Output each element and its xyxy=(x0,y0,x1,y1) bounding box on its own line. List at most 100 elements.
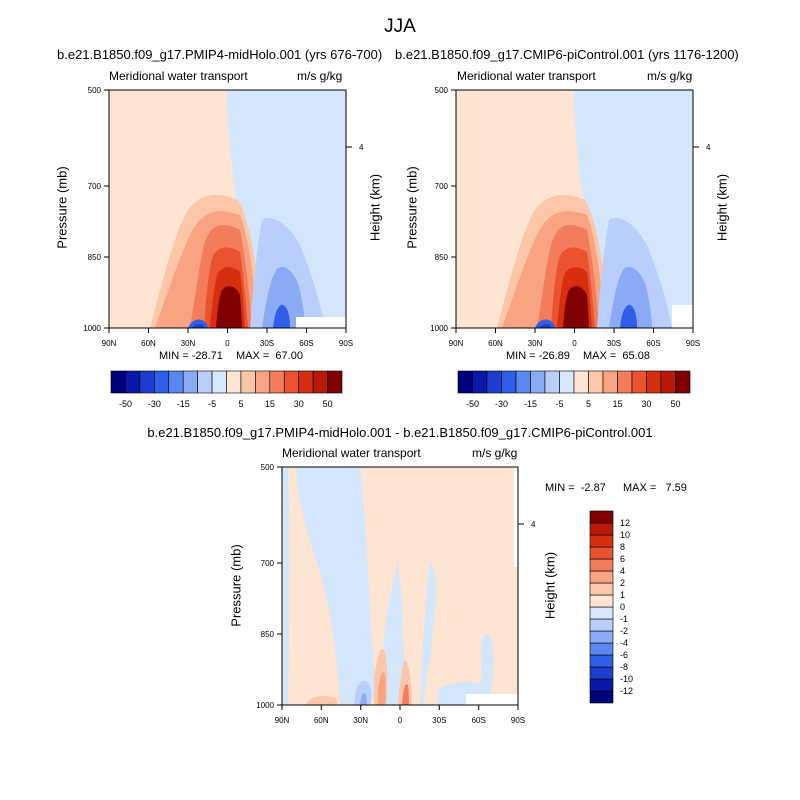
colorbar-swatch xyxy=(589,534,614,548)
colorbar-swatch xyxy=(589,630,614,644)
panel-1-xtick: 90N xyxy=(102,339,117,348)
colorbar-swatch xyxy=(269,370,285,394)
colorbar-swatch xyxy=(168,370,184,394)
panel-1-xtick: 90S xyxy=(339,339,353,348)
colorbar-diff-label: -6 xyxy=(620,650,628,660)
colorbar-swatch xyxy=(240,370,256,394)
colorbar-swatch xyxy=(589,546,614,560)
panel-diff-chart: 500 700 850 1000 4 90N 60N 30N 0 30S 60S… xyxy=(256,463,536,725)
colorbar-diff: 12 10 8 6 4 2 1 0 -1 -2 -4 -6 -8 -10 -12 xyxy=(589,510,633,704)
colorbar-swatch xyxy=(110,370,126,394)
colorbar-swatch xyxy=(589,582,614,596)
colorbar-2: -50 -30 -15 -5 5 15 30 50 xyxy=(457,370,691,409)
colorbar-swatch xyxy=(544,370,560,394)
panel-diff-xtick: 60N xyxy=(314,716,329,725)
colorbar-swatch xyxy=(589,690,614,704)
panel-diff-xtick: 60S xyxy=(472,716,486,725)
colorbar-1-label: 50 xyxy=(323,399,333,409)
colorbar-2-label: -5 xyxy=(555,399,563,409)
colorbar-swatch xyxy=(573,370,589,394)
panel-diff-min-label: MIN = -2.87 xyxy=(545,482,606,494)
colorbar-swatch xyxy=(154,370,170,394)
panel-1-ytick: 700 xyxy=(88,182,102,191)
colorbar-diff-label: -10 xyxy=(620,674,633,684)
colorbar-diff-label: -4 xyxy=(620,638,628,648)
colorbar-diff-label: 0 xyxy=(620,602,625,612)
main-title: JJA xyxy=(384,16,416,37)
colorbar-2-label: 5 xyxy=(586,399,591,409)
colorbar-2-label: -30 xyxy=(495,399,508,409)
colorbar-swatch xyxy=(312,370,328,394)
panel-1-xtick: 30N xyxy=(181,339,196,348)
colorbar-swatch xyxy=(486,370,502,394)
panel-1-xtick: 60N xyxy=(141,339,156,348)
panel-2-chart: 500 700 850 1000 4 90N 60N 30N 0 30S 60S… xyxy=(430,86,711,348)
colorbar-swatch xyxy=(327,370,343,394)
colorbar-2-label: -50 xyxy=(466,399,479,409)
colorbar-swatch xyxy=(226,370,242,394)
colorbar-swatch xyxy=(675,370,691,394)
colorbar-swatch xyxy=(589,666,614,680)
colorbar-swatch xyxy=(211,370,227,394)
panel-2-title: b.e21.B1850.f09_g17.CMIP6-piControl.001 … xyxy=(395,47,739,62)
colorbar-swatch xyxy=(588,370,604,394)
panel-1-title: b.e21.B1850.f09_g17.PMIP4-midHolo.001 (y… xyxy=(57,47,383,62)
colorbar-swatch xyxy=(125,370,141,394)
colorbar-diff-label: 1 xyxy=(620,590,625,600)
panel-diff-ytick: 850 xyxy=(261,630,275,639)
colorbar-swatch xyxy=(589,570,614,584)
panel-diff-xtick: 0 xyxy=(398,716,403,725)
colorbar-1-label: -50 xyxy=(119,399,132,409)
colorbar-swatch xyxy=(255,370,271,394)
panel-2-xtick: 60S xyxy=(646,339,660,348)
colorbar-swatch xyxy=(589,618,614,632)
panel-2-y2tick: 4 xyxy=(706,143,711,152)
colorbar-swatch xyxy=(589,522,614,536)
panel-diff-subtitle-right: m/s g/kg xyxy=(472,446,518,460)
colorbar-1-label: 15 xyxy=(265,399,275,409)
colorbar-diff-label: 8 xyxy=(620,542,625,552)
panel-1-ytick: 850 xyxy=(88,253,102,262)
panel-diff-ytick: 1000 xyxy=(256,701,274,710)
colorbar-1-label: 30 xyxy=(294,399,304,409)
colorbar-swatch xyxy=(589,594,614,608)
panel-1-ytick: 500 xyxy=(88,86,102,95)
colorbar-swatch xyxy=(472,370,488,394)
colorbar-diff-label: 4 xyxy=(620,566,625,576)
panel-2-ytick: 850 xyxy=(435,253,449,262)
colorbar-swatch xyxy=(589,678,614,692)
panel-diff-ytick: 700 xyxy=(261,559,275,568)
colorbar-diff-label: 10 xyxy=(620,530,630,540)
panel-2-xtick: 60N xyxy=(488,339,503,348)
colorbar-swatch xyxy=(589,642,614,656)
colorbar-swatch xyxy=(283,370,299,394)
colorbar-swatch xyxy=(589,558,614,572)
panel-diff-y2tick: 4 xyxy=(531,520,536,529)
panel-1-xtick: 30S xyxy=(260,339,274,348)
panel-1-max-label: MAX = 67.00 xyxy=(236,350,303,362)
colorbar-swatch xyxy=(589,510,614,524)
panel-1-chart: 500 700 850 1000 4 90N 60N 30N 0 30S 60S… xyxy=(83,86,364,348)
colorbar-diff-label: 2 xyxy=(620,578,625,588)
colorbar-swatch xyxy=(457,370,473,394)
panel-2-subtitle-right: m/s g/kg xyxy=(647,69,693,83)
colorbar-swatch xyxy=(617,370,633,394)
colorbar-swatch xyxy=(515,370,531,394)
colorbar-swatch xyxy=(530,370,546,394)
colorbar-swatch xyxy=(660,370,676,394)
panel-diff-subtitle-left: Meridional water transport xyxy=(282,446,421,460)
colorbar-swatch xyxy=(631,370,647,394)
panel-diff-xtick: 90S xyxy=(511,716,525,725)
panel-2-xtick: 30S xyxy=(607,339,621,348)
panel-2-max-label: MAX = 65.08 xyxy=(583,350,650,362)
panel-diff-xtick: 30S xyxy=(432,716,446,725)
panel-2-ytick: 500 xyxy=(435,86,449,95)
colorbar-diff-label: 6 xyxy=(620,554,625,564)
panel-2-xtick: 30N xyxy=(528,339,543,348)
panel-2-ytick: 1000 xyxy=(430,324,448,333)
panel-diff-xtick: 90N xyxy=(275,716,290,725)
colorbar-1-label: -15 xyxy=(177,399,190,409)
colorbar-swatch xyxy=(602,370,618,394)
colorbar-swatch xyxy=(646,370,662,394)
colorbar-swatch xyxy=(501,370,517,394)
